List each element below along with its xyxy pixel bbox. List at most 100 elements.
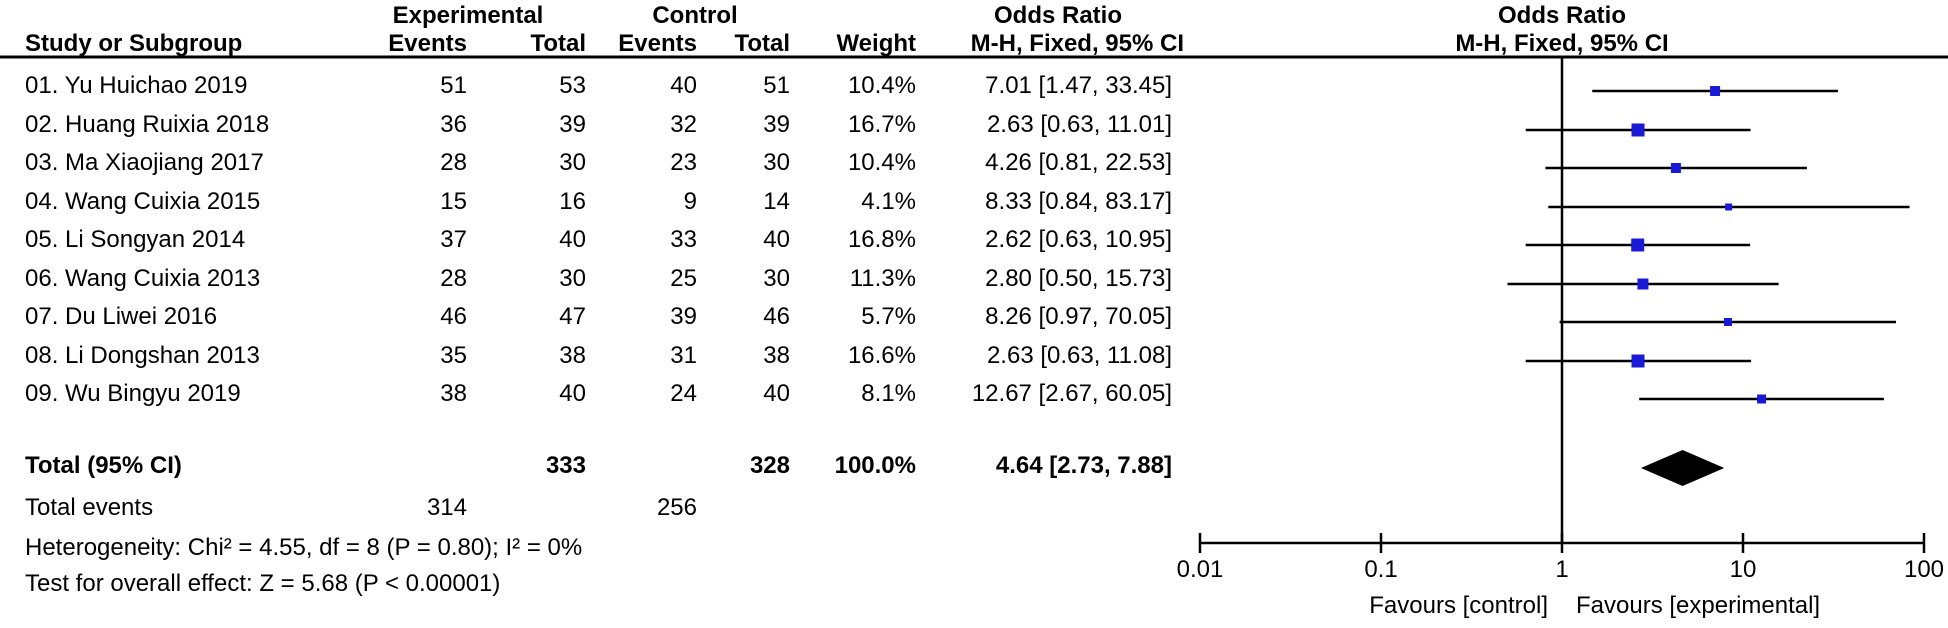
- study-ctl-total: 39: [763, 111, 790, 138]
- favours-control-label: Favours [control]: [1369, 592, 1548, 619]
- study-exp-events: 38: [440, 380, 467, 407]
- study-ctl-total: 14: [763, 188, 790, 215]
- study-weight: 10.4%: [847, 149, 916, 176]
- axis-tick-label: 1: [1555, 556, 1569, 583]
- study-exp-events: 28: [440, 265, 467, 292]
- study-exp-total: 53: [559, 72, 586, 99]
- or-square: [1723, 318, 1732, 326]
- column-header-weight: Weight: [836, 30, 916, 57]
- study-ctl-total: 46: [763, 303, 790, 330]
- study-exp-events: 37: [440, 226, 467, 253]
- study-label: 05. Li Songyan 2014: [25, 226, 246, 253]
- study-label: 09. Wu Bingyu 2019: [25, 380, 241, 407]
- axis-tick-label: 10: [1729, 556, 1757, 583]
- study-weight: 4.1%: [861, 188, 916, 215]
- study-weight: 5.7%: [861, 303, 916, 330]
- study-exp-total: 30: [559, 149, 586, 176]
- study-label: 08. Li Dongshan 2013: [25, 342, 260, 369]
- study-ctl-events: 25: [670, 265, 697, 292]
- study-exp-total: 47: [559, 303, 586, 330]
- study-weight: 16.8%: [847, 226, 916, 253]
- column-group-header-experimental: Experimental: [392, 2, 544, 29]
- study-weight: 16.7%: [847, 111, 916, 138]
- study-ctl-events: 24: [670, 380, 697, 407]
- column-header-study: Study or Subgroup: [25, 30, 243, 57]
- axis-tick-label: 0.01: [1176, 556, 1224, 583]
- total-ci-text: 4.64 [2.73, 7.88]: [995, 452, 1172, 479]
- plot-header-odds-ratio: Odds Ratio: [1497, 2, 1626, 29]
- column-group-header-odds-ratio: Odds Ratio: [993, 2, 1122, 29]
- study-ci-text: 2.63 [0.63, 11.08]: [986, 342, 1172, 369]
- column-header-ctl-total: Total: [734, 30, 790, 57]
- total-events-ctl: 256: [656, 494, 697, 521]
- total-diamond: [1640, 450, 1725, 486]
- or-square: [1637, 278, 1649, 290]
- study-ci-text: 12.67 [2.67, 60.05]: [971, 380, 1172, 407]
- study-ci-text: 2.80 [0.50, 15.73]: [985, 265, 1172, 292]
- study-ctl-events: 40: [670, 72, 697, 99]
- favours-experimental-label: Favours [experimental]: [1576, 592, 1821, 619]
- or-square: [1631, 354, 1645, 368]
- study-label: 07. Du Liwei 2016: [25, 303, 218, 330]
- study-ctl-events: 23: [670, 149, 697, 176]
- study-exp-events: 36: [440, 111, 467, 138]
- study-ci-text: 7.01 [1.47, 33.45]: [985, 72, 1172, 99]
- study-label: 03. Ma Xiaojiang 2017: [25, 149, 264, 176]
- column-header-exp-events: Events: [388, 30, 467, 57]
- total-row-label: Total (95% CI): [25, 452, 182, 479]
- study-exp-events: 35: [440, 342, 467, 369]
- column-header-ctl-events: Events: [618, 30, 697, 57]
- study-ci-text: 2.62 [0.63, 10.95]: [985, 226, 1172, 253]
- axis-tick-label: 100: [1903, 556, 1945, 583]
- study-weight: 11.3%: [849, 265, 916, 292]
- study-ctl-total: 51: [763, 72, 790, 99]
- column-header-ci: M-H, Fixed, 95% CI: [970, 30, 1184, 57]
- study-ci-text: 8.33 [0.84, 83.17]: [985, 188, 1172, 215]
- study-ci-text: 4.26 [0.81, 22.53]: [985, 149, 1172, 176]
- or-square: [1710, 86, 1721, 96]
- study-ctl-events: 31: [670, 342, 697, 369]
- total-weight: 100.0%: [834, 452, 916, 479]
- study-exp-events: 15: [440, 188, 467, 215]
- study-ctl-total: 40: [763, 380, 790, 407]
- study-exp-total: 40: [559, 226, 586, 253]
- study-label: 01. Yu Huichao 2019: [25, 72, 248, 99]
- study-exp-total: 16: [559, 188, 586, 215]
- study-ctl-total: 38: [763, 342, 790, 369]
- study-exp-total: 38: [559, 342, 586, 369]
- study-label: 06. Wang Cuixia 2013: [25, 265, 261, 292]
- total-events-exp: 314: [426, 494, 467, 521]
- study-exp-events: 51: [440, 72, 467, 99]
- study-ctl-events: 33: [670, 226, 697, 253]
- study-ctl-total: 30: [763, 149, 790, 176]
- or-square: [1631, 238, 1645, 252]
- study-ctl-events: 32: [670, 111, 697, 138]
- study-exp-total: 30: [559, 265, 586, 292]
- axis-tick-label: 0.1: [1364, 556, 1398, 583]
- study-ci-text: 8.26 [0.97, 70.05]: [985, 303, 1172, 330]
- column-header-exp-total: Total: [530, 30, 586, 57]
- total-ctl-total: 328: [749, 452, 790, 479]
- study-exp-events: 28: [440, 149, 467, 176]
- study-exp-total: 40: [559, 380, 586, 407]
- study-label: 02. Huang Ruixia 2018: [25, 111, 270, 138]
- study-ctl-events: 39: [670, 303, 697, 330]
- study-exp-total: 39: [559, 111, 586, 138]
- study-weight: 16.6%: [847, 342, 916, 369]
- study-ctl-total: 30: [763, 265, 790, 292]
- heterogeneity-text: Heterogeneity: Chi² = 4.55, df = 8 (P = …: [25, 534, 583, 561]
- overall-effect-text: Test for overall effect: Z = 5.68 (P < 0…: [25, 570, 501, 597]
- total-exp-total: 333: [545, 452, 586, 479]
- or-square: [1757, 394, 1767, 404]
- study-exp-events: 46: [440, 303, 467, 330]
- study-ctl-total: 40: [763, 226, 790, 253]
- or-square: [1725, 203, 1733, 211]
- study-weight: 10.4%: [847, 72, 916, 99]
- plot-header-ci: M-H, Fixed, 95% CI: [1455, 30, 1669, 57]
- study-ctl-events: 9: [683, 188, 697, 215]
- total-events-label: Total events: [25, 494, 154, 521]
- column-group-header-control: Control: [652, 2, 738, 29]
- study-weight: 8.1%: [861, 380, 916, 407]
